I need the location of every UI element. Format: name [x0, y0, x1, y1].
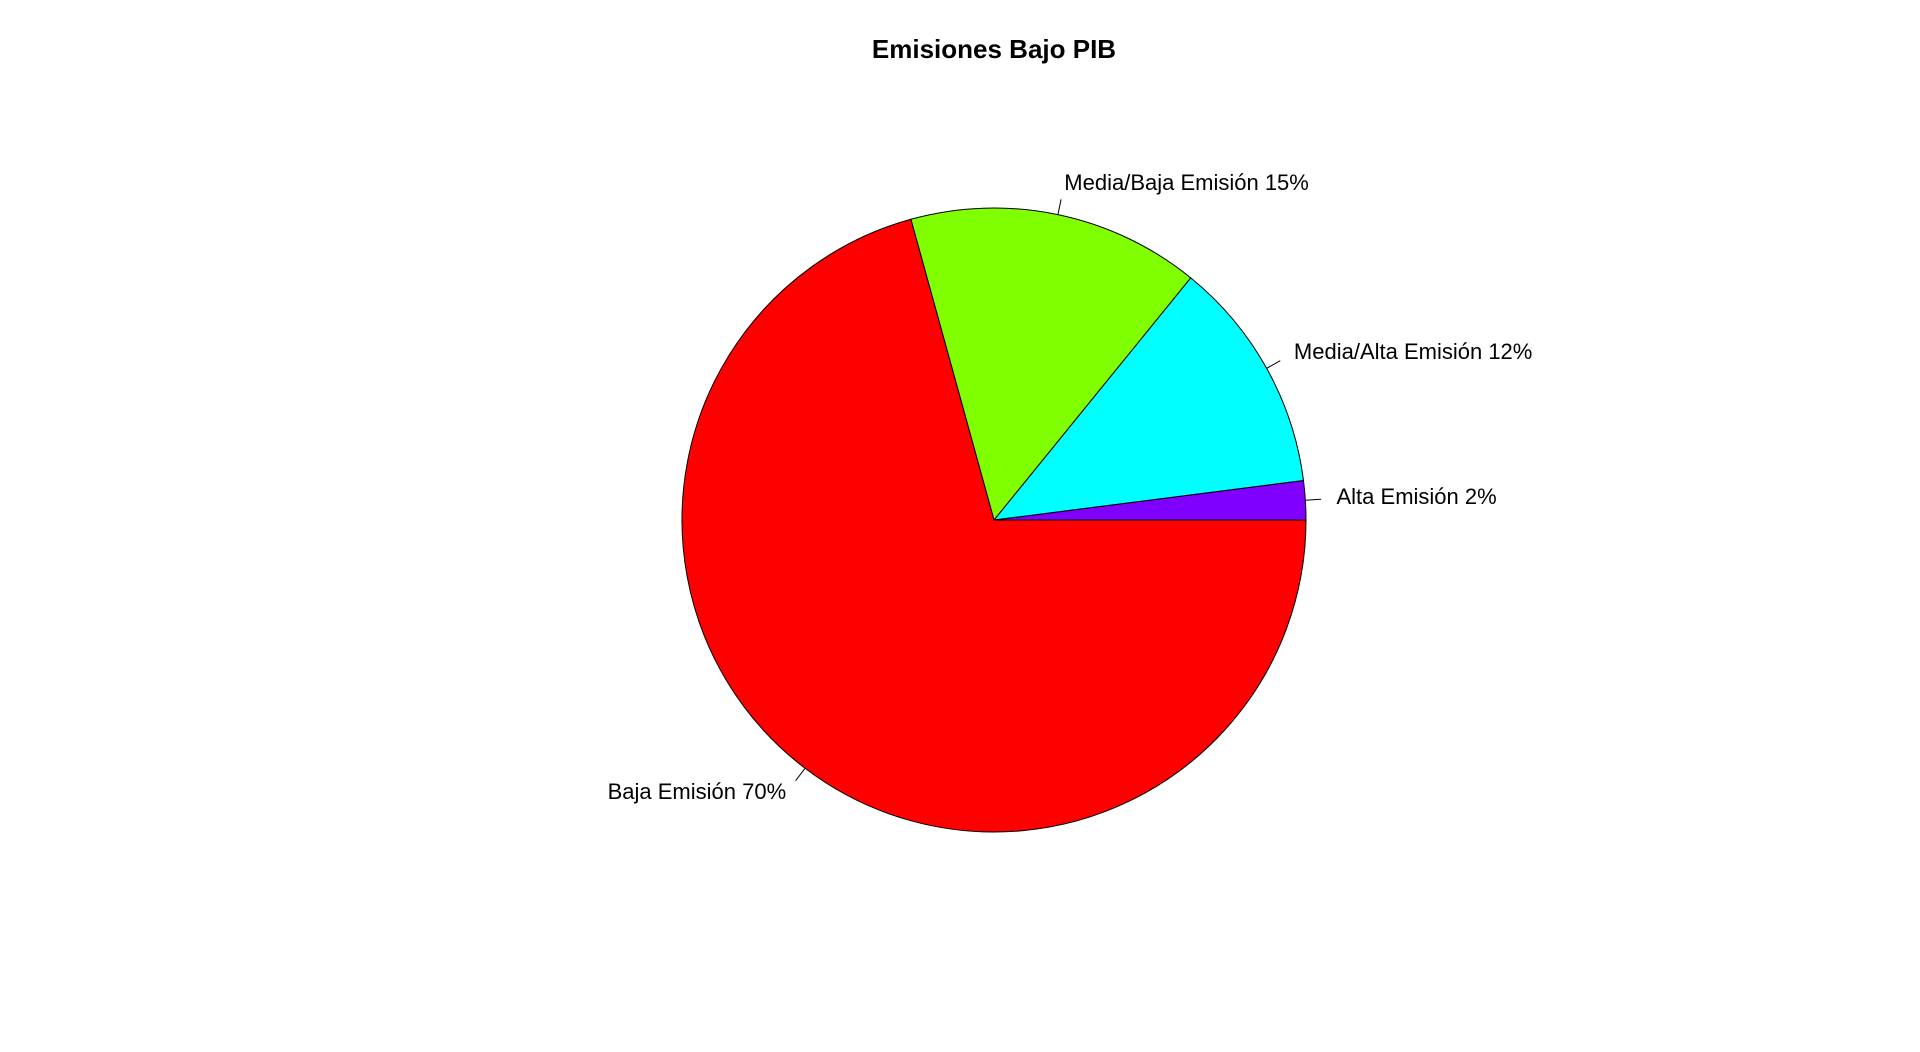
- pie-labels: Alta Emisión 2% Media/Alta Emisión 12% Med…: [608, 170, 1533, 804]
- chart-title: Emisiones Bajo PIB: [871, 34, 1117, 64]
- pie-label-0: Alta Emisión 2%: [1337, 484, 1497, 509]
- pie-slice-3: [681, 218, 1307, 833]
- pie-slice-2: [910, 207, 1192, 522]
- pie-label-3: Baja Emisión 70%: [608, 779, 787, 804]
- pie-label-tick-0: [1305, 498, 1321, 501]
- pie-label-2: Media/Baja Emisión 15%: [1064, 170, 1309, 195]
- pie-label-tick-2: [1057, 199, 1062, 215]
- pie-slice-1: [992, 277, 1305, 521]
- pie-label-1: Media/Alta Emisión 12%: [1294, 339, 1532, 364]
- pie-label-tick-3: [795, 767, 806, 781]
- pie-slices: [681, 207, 1307, 833]
- pie-label-tick-1: [1266, 360, 1281, 369]
